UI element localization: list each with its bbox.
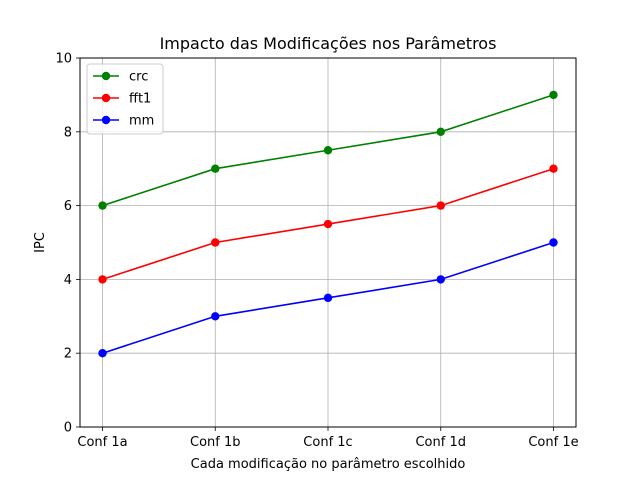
x-axis-label: Cada modificação no parâmetro escolhido [191, 457, 466, 472]
x-tick-label: Conf 1a [77, 435, 127, 450]
data-point-fft1 [549, 164, 558, 173]
y-tick-label: 6 [64, 199, 72, 214]
y-tick-label: 0 [64, 421, 72, 436]
legend-item-fft1: fft1 [93, 92, 151, 107]
data-point-crc [323, 146, 333, 155]
data-point-mm [98, 349, 107, 358]
x-tick-label: Conf 1b [190, 435, 241, 450]
y-tick-label: 4 [64, 273, 72, 288]
x-tick-label: Conf 1d [415, 435, 466, 450]
legend-label: crc [129, 70, 148, 85]
data-point-mm [436, 275, 445, 284]
series-crc [98, 90, 558, 210]
data-point-fft1 [98, 275, 107, 284]
y-tick-label: 2 [64, 347, 72, 362]
series-fft1 [98, 164, 558, 284]
data-point-crc [549, 90, 558, 100]
legend: crc fft1 mm [86, 63, 164, 135]
data-point-fft1 [436, 201, 445, 210]
data-point-fft1 [211, 238, 220, 247]
data-point-crc [211, 164, 220, 173]
legend-marker [101, 93, 111, 103]
x-tick-label: Conf 1c [303, 435, 352, 450]
series-mm [98, 238, 558, 358]
data-point-crc [436, 127, 445, 136]
y-tick-label: 8 [64, 125, 72, 140]
y-tick-label: 10 [55, 52, 72, 67]
series-lines [98, 90, 558, 358]
axis-ticks: Conf 1a Conf 1b Conf 1c Conf 1d Conf 1e 0 2 4 6 8… [55, 52, 578, 451]
chart-title: Impacto das Modificações nos Parâmetros [160, 34, 497, 53]
legend-item-mm: mm [93, 114, 154, 129]
data-point-mm [323, 293, 333, 303]
y-axis-label: IPC [33, 232, 48, 253]
legend-marker [101, 71, 111, 81]
legend-item-crc: crc [93, 70, 148, 85]
x-tick-label: Conf 1e [528, 435, 578, 450]
legend-label: mm [129, 114, 154, 129]
legend-marker [101, 115, 111, 125]
legend-label: fft1 [129, 92, 151, 107]
data-point-mm [549, 238, 558, 247]
data-point-mm [211, 312, 220, 321]
data-point-fft1 [323, 219, 333, 229]
data-point-crc [98, 201, 107, 210]
